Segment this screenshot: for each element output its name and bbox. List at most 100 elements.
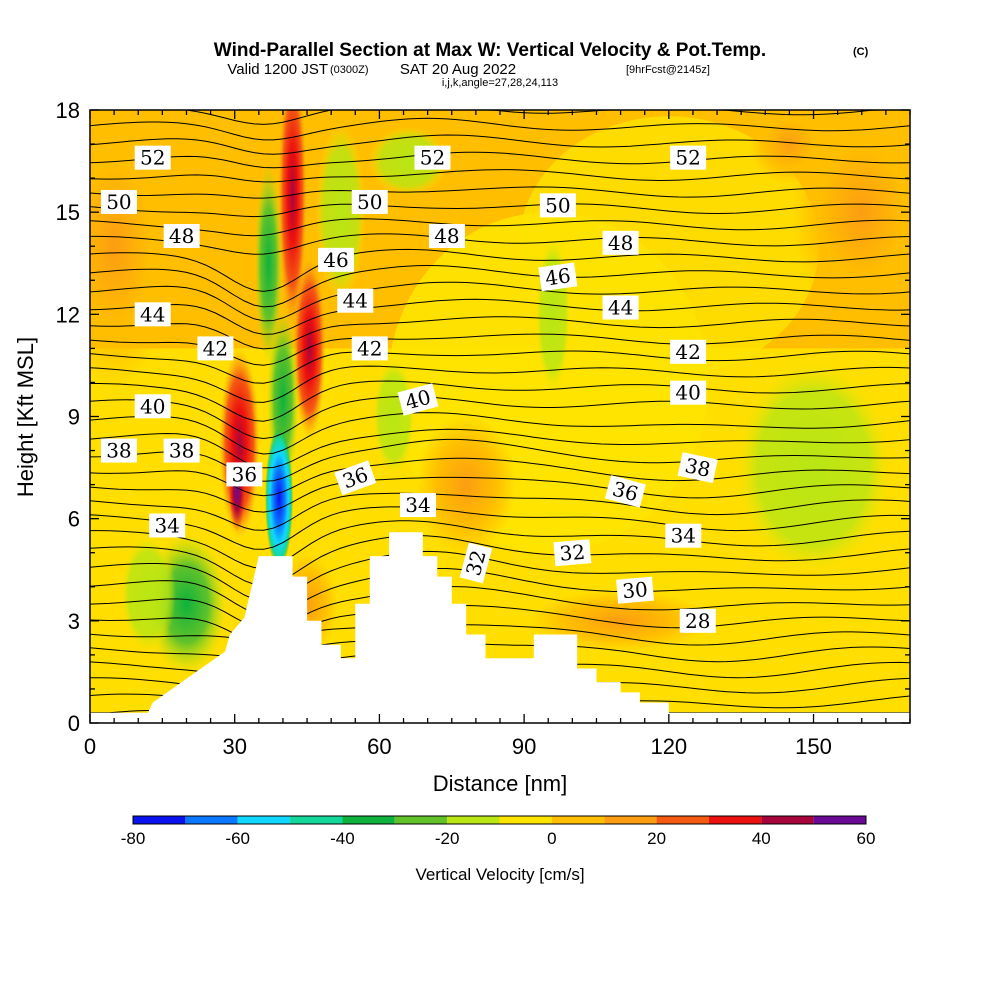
colorbar-swatch bbox=[813, 816, 866, 824]
colorbar-tick-label: 20 bbox=[647, 829, 666, 848]
contour-label: 42 bbox=[670, 339, 707, 364]
valid-time-label: Valid 1200 JST bbox=[227, 61, 328, 78]
contour-label-box bbox=[337, 288, 374, 313]
contour-label: 36 bbox=[226, 462, 263, 487]
contour-label: 48 bbox=[602, 230, 639, 255]
y-tick-label: 12 bbox=[56, 302, 80, 327]
indices-label: i,j,k,angle=27,28,24,113 bbox=[442, 77, 558, 89]
contour-label: 46 bbox=[538, 262, 578, 292]
contour-label-box bbox=[334, 460, 377, 496]
x-tick-label: 30 bbox=[222, 734, 246, 759]
contour-label-box bbox=[163, 438, 200, 463]
isentrope-line bbox=[90, 151, 910, 169]
colorbar-tick-label: -40 bbox=[330, 829, 355, 848]
contour-label-text: 32 bbox=[559, 540, 586, 566]
isentrope-line bbox=[90, 605, 910, 644]
contour-label-text: 42 bbox=[675, 340, 700, 364]
x-tick-label: 90 bbox=[512, 734, 536, 759]
contour-label-box bbox=[670, 339, 707, 364]
colorbar-tick-label: 40 bbox=[752, 829, 771, 848]
contour-label-text: 40 bbox=[675, 381, 700, 405]
velocity-right-downdraft bbox=[733, 357, 894, 578]
colorbar-swatch bbox=[447, 816, 500, 824]
contour-label-text: 48 bbox=[608, 231, 633, 255]
contour-label: 34 bbox=[665, 523, 702, 548]
colorbar-swatch bbox=[290, 816, 343, 824]
contour-label-box bbox=[100, 189, 137, 214]
isentrope-line bbox=[90, 169, 910, 183]
contour-label-text: 52 bbox=[675, 146, 700, 170]
contour-label: 28 bbox=[679, 608, 716, 633]
contour-label: 40 bbox=[670, 380, 707, 405]
isentrope-line bbox=[90, 350, 910, 384]
velocity-upper-near-zero-region bbox=[518, 116, 819, 377]
contour-label-text: 28 bbox=[685, 609, 710, 633]
colorbar-swatch bbox=[761, 816, 814, 824]
y-tick-label: 15 bbox=[56, 200, 80, 225]
y-tick-label: 18 bbox=[56, 98, 80, 123]
colorbar-swatch bbox=[499, 816, 552, 824]
contour-label-text: 38 bbox=[106, 439, 131, 463]
contour-label-box bbox=[428, 224, 465, 249]
contour-label: 50 bbox=[100, 189, 137, 214]
isentrope-line bbox=[90, 586, 910, 629]
colorbar-swatch bbox=[342, 816, 395, 824]
isentrope-line bbox=[90, 380, 910, 422]
y-tick-label: 6 bbox=[68, 507, 80, 532]
velocity-left-weak-downdraft bbox=[119, 533, 176, 654]
contour-label: 38 bbox=[163, 438, 200, 463]
x-tick-label: 60 bbox=[367, 734, 391, 759]
contour-label: 44 bbox=[602, 295, 639, 320]
contour-label-text: 36 bbox=[232, 462, 257, 486]
isentrope-line bbox=[90, 218, 910, 237]
contour-label: 52 bbox=[414, 145, 451, 170]
contour-label-box bbox=[670, 145, 707, 170]
isentrope-line bbox=[90, 365, 910, 403]
contour-label-box bbox=[134, 145, 171, 170]
colorbar-tick-label: -80 bbox=[121, 829, 146, 848]
contour-label: 44 bbox=[337, 288, 374, 313]
contour-label-box bbox=[665, 523, 702, 548]
velocity-upper-updraft-column bbox=[278, 110, 307, 326]
contour-label: 38 bbox=[677, 452, 718, 484]
contour-label-text: 38 bbox=[683, 453, 713, 482]
isentrope-line bbox=[90, 264, 910, 308]
contour-label-text: 42 bbox=[203, 336, 228, 360]
colorbar-tick-label: 60 bbox=[857, 829, 876, 848]
contour-label-box bbox=[397, 383, 439, 416]
isentrope-line bbox=[90, 550, 910, 602]
contour-label: 50 bbox=[539, 193, 576, 218]
contour-label-box bbox=[149, 513, 186, 538]
terrain-mask bbox=[90, 532, 910, 723]
contour-label-text: 30 bbox=[621, 577, 648, 603]
isentrope-line bbox=[90, 520, 910, 569]
y-tick-label: 0 bbox=[68, 711, 80, 736]
velocity-center-weak-updraft bbox=[416, 414, 517, 555]
velocity-mid-updraft-column bbox=[293, 258, 326, 439]
contour-label: 46 bbox=[318, 247, 354, 272]
contour-label-box bbox=[602, 295, 639, 320]
velocity-downdraft-core bbox=[265, 428, 294, 569]
y-tick-label: 3 bbox=[68, 609, 80, 634]
contour-label-text: 44 bbox=[343, 289, 368, 313]
contour-label-box bbox=[163, 224, 200, 249]
colorbar: -80 -60 -40 -20 0 20 40 60 bbox=[121, 815, 876, 848]
colorbar-swatch bbox=[185, 816, 238, 824]
isentrope-line bbox=[90, 476, 910, 513]
contour-label-text: 50 bbox=[357, 190, 382, 214]
copyright-mark: (C) bbox=[853, 46, 869, 58]
isentrope-line bbox=[90, 281, 910, 322]
isentrope-line bbox=[90, 117, 910, 141]
x-tick-label: 0 bbox=[84, 734, 96, 759]
contour-label-box bbox=[100, 438, 137, 463]
isentrope-line bbox=[90, 248, 910, 292]
colorbar-swatch bbox=[551, 816, 605, 824]
contour-label-text: 48 bbox=[169, 224, 194, 248]
vertical-velocity-field bbox=[90, 110, 910, 713]
chart-title: Wind-Parallel Section at Max W: Vertical… bbox=[214, 40, 766, 61]
contour-label: 32 bbox=[553, 539, 592, 567]
colorbar-tick-label: -60 bbox=[225, 829, 250, 848]
